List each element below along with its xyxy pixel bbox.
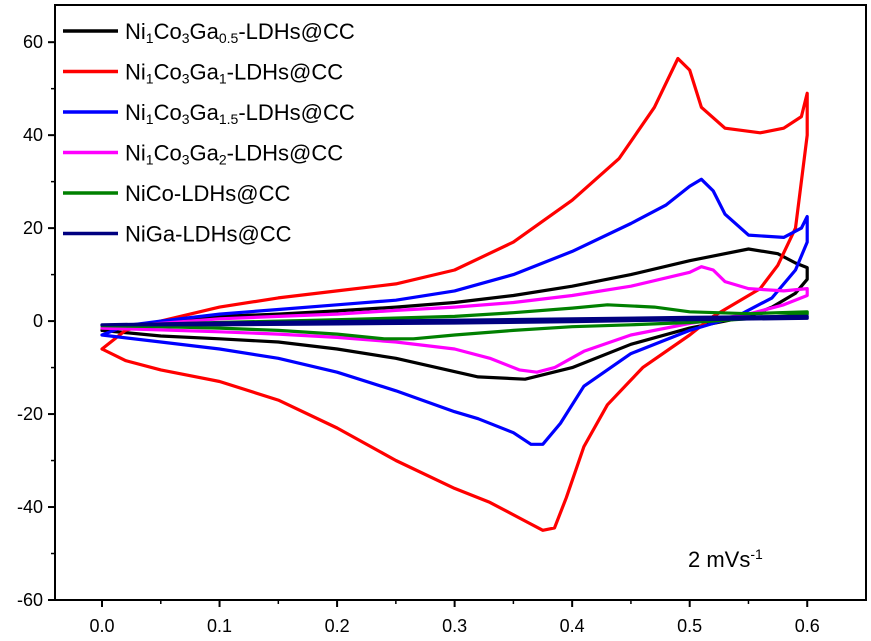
x-axis: 0.0 0.1 0.2 0.3 0.4 0.5 0.6 — [89, 600, 820, 636]
series-line-6 — [100, 314, 809, 327]
x-tick-label: 0.2 — [325, 616, 350, 636]
series-line-2 — [100, 56, 809, 532]
y-tick-label: -40 — [17, 497, 43, 517]
y-tick-label: 40 — [23, 125, 43, 145]
x-tick-label: 0.3 — [442, 616, 467, 636]
legend-label: Ni1Co3Ga1.5-LDHs@CC — [125, 100, 355, 127]
legend: Ni1Co3Ga0.5-LDHs@CC Ni1Co3Ga1-LDHs@CC Ni1C… — [63, 19, 355, 247]
y-tick-label: 20 — [23, 218, 43, 238]
series-line-3 — [100, 177, 809, 446]
x-tick-label: 0.6 — [795, 616, 820, 636]
legend-label: NiGa-LDHs@CC — [125, 222, 292, 247]
y-tick-label: -20 — [17, 404, 43, 424]
series-layer — [100, 56, 809, 532]
scan-rate-annotation: 2 mVs-1 — [688, 546, 763, 572]
y-tick-label: -60 — [17, 590, 43, 610]
x-tick-label: 0.5 — [677, 616, 702, 636]
plot-frame — [54, 4, 867, 601]
legend-label: Ni1Co3Ga2-LDHs@CC — [125, 141, 343, 168]
legend-label: Ni1Co3Ga0.5-LDHs@CC — [125, 19, 355, 46]
series-line-1 — [100, 247, 809, 381]
y-axis: -60 -40 -20 0 20 40 60 — [17, 32, 55, 610]
x-tick-label: 0.0 — [89, 616, 114, 636]
legend-label: NiCo-LDHs@CC — [125, 181, 290, 206]
y-tick-label: 0 — [33, 311, 43, 331]
y-tick-label: 60 — [23, 32, 43, 52]
x-tick-label: 0.1 — [207, 616, 232, 636]
series-line-4 — [100, 265, 809, 374]
x-tick-label: 0.4 — [560, 616, 585, 636]
legend-label: Ni1Co3Ga1-LDHs@CC — [125, 60, 343, 87]
